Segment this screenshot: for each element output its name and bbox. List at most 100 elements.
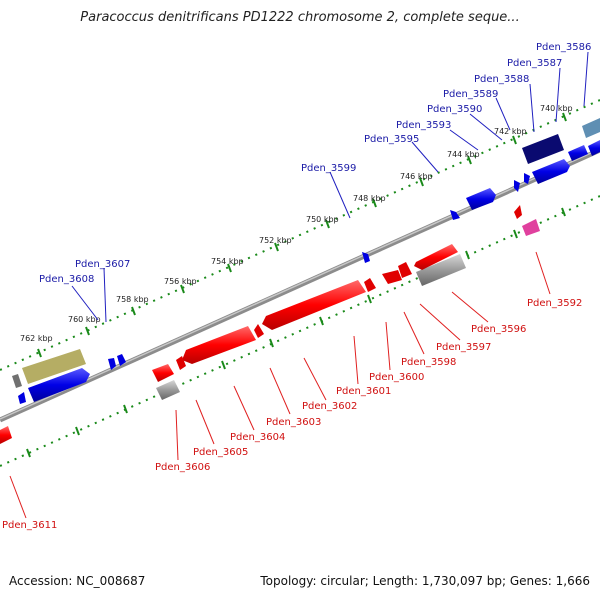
gene-label-reverse[interactable]: Pden_3597 xyxy=(436,342,491,353)
gene-label-forward[interactable]: Pden_3588 xyxy=(474,74,529,85)
rtick-12 xyxy=(26,448,31,458)
leader-3604 xyxy=(233,385,255,431)
forward-leaders xyxy=(71,51,589,323)
gene-label-forward[interactable]: Pden_3587 xyxy=(507,58,562,69)
reverse-tick-track xyxy=(0,195,600,467)
leader-3598 xyxy=(403,311,425,355)
ftick-740 xyxy=(562,112,567,122)
gene-label-reverse[interactable]: Pden_3596 xyxy=(471,324,526,335)
gene-label-forward[interactable]: Pden_3590 xyxy=(427,104,482,115)
gene-3597[interactable] xyxy=(398,262,412,278)
gene-label-reverse[interactable]: Pden_3602 xyxy=(302,401,357,412)
tick-label: 740 kbp xyxy=(540,104,573,113)
backbone xyxy=(0,147,600,423)
gene-label-reverse[interactable]: Pden_3604 xyxy=(230,432,285,443)
rtick-3 xyxy=(465,250,470,260)
reverse-leaders xyxy=(9,251,551,519)
gene-3603[interactable] xyxy=(182,326,256,364)
tick-label: 760 kbp xyxy=(68,315,101,324)
leader-3596 xyxy=(451,291,489,323)
gene-label-reverse[interactable]: Pden_3592 xyxy=(527,298,582,309)
gene-label-forward[interactable]: Pden_3608 xyxy=(39,274,94,285)
ftick-756 xyxy=(180,284,185,294)
gene-label-reverse[interactable]: Pden_3605 xyxy=(193,447,248,458)
leader-3602 xyxy=(303,357,327,401)
gene-3589[interactable] xyxy=(524,173,530,184)
gene-label-reverse[interactable]: Pden_3598 xyxy=(401,357,456,368)
gene-3605[interactable] xyxy=(152,364,174,382)
gene-label-forward[interactable]: Pden_3589 xyxy=(443,89,498,100)
forward-genes xyxy=(12,118,600,404)
leader-3589 xyxy=(495,97,511,131)
gene-fwd-a[interactable] xyxy=(568,145,588,161)
leader-3595 xyxy=(411,141,439,173)
leader-3601 xyxy=(353,335,359,385)
forward-labels: Pden_3586 Pden_3587 Pden_3588 Pden_3589 … xyxy=(39,42,591,285)
gene-3595[interactable] xyxy=(466,188,496,210)
tick-label: 762 kbp xyxy=(20,334,53,343)
gene-3592[interactable] xyxy=(514,205,522,219)
tick-label: 744 kbp xyxy=(447,150,480,159)
tick-label: 746 kbp xyxy=(400,172,433,181)
leader-3586 xyxy=(583,51,589,107)
gene-fwd-long[interactable] xyxy=(28,368,90,402)
gene-rev-pink[interactable] xyxy=(522,219,540,236)
gene-3588[interactable] xyxy=(532,159,570,184)
rtick-8 xyxy=(221,360,226,370)
gene-3586[interactable] xyxy=(582,118,600,138)
ftick-744 xyxy=(467,155,472,165)
gene-label-forward[interactable]: Pden_3595 xyxy=(364,134,419,145)
rtick-10 xyxy=(123,404,128,414)
rtick-6 xyxy=(319,316,324,326)
tick-label: 754 kbp xyxy=(211,257,244,266)
leader-3608 xyxy=(71,285,99,321)
gene-label-forward[interactable]: Pden_3593 xyxy=(396,120,451,131)
gene-3590[interactable] xyxy=(514,180,520,192)
gene-3599[interactable] xyxy=(362,252,370,263)
ftick-760 xyxy=(85,326,90,336)
gene-fwd-b[interactable] xyxy=(588,140,600,156)
gene-fwd-left[interactable] xyxy=(18,392,26,404)
map-title: Paracoccus denitrificans PD1222 chromoso… xyxy=(80,10,520,25)
tick-label: 750 kbp xyxy=(306,215,339,224)
gene-3593[interactable] xyxy=(450,210,460,220)
gene-label-reverse[interactable]: Pden_3600 xyxy=(369,372,424,383)
gene-fwd-olive[interactable] xyxy=(22,349,86,384)
leader-3587 xyxy=(555,67,561,123)
leader-3597 xyxy=(419,303,461,341)
ftick-746 xyxy=(419,177,424,187)
gene-label-forward[interactable]: Pden_3586 xyxy=(536,42,591,53)
gene-label-reverse[interactable]: Pden_3611 xyxy=(2,520,57,531)
leader-3588 xyxy=(529,83,535,133)
gene-label-forward[interactable]: Pden_3599 xyxy=(301,163,356,174)
gene-label-forward[interactable]: Pden_3607 xyxy=(75,259,130,270)
gene-label-reverse[interactable]: Pden_3606 xyxy=(155,462,210,473)
leader-3603 xyxy=(269,367,291,415)
gene-3601[interactable] xyxy=(262,280,366,330)
backbone-highlight xyxy=(0,148,600,420)
gene-3604[interactable] xyxy=(176,356,186,370)
gene-label-reverse[interactable]: Pden_3603 xyxy=(266,417,321,428)
gene-3608[interactable] xyxy=(108,358,116,370)
gene-rev-grey-a[interactable] xyxy=(416,254,466,286)
rtick-7 xyxy=(269,338,274,348)
leader-3593 xyxy=(449,129,479,151)
gene-3598[interactable] xyxy=(382,270,402,284)
leader-3600 xyxy=(385,321,391,371)
gene-3606[interactable] xyxy=(156,380,180,400)
gene-3607[interactable] xyxy=(117,354,126,366)
gene-label-reverse[interactable]: Pden_3601 xyxy=(336,386,391,397)
gene-3602[interactable] xyxy=(254,324,264,338)
gene-3596[interactable] xyxy=(414,244,458,270)
gene-3587-block[interactable] xyxy=(522,134,564,164)
gene-3611[interactable] xyxy=(0,426,12,444)
gene-3600[interactable] xyxy=(364,278,376,292)
rtick-5 xyxy=(367,294,372,304)
reverse-labels: Pden_3592 Pden_3596 Pden_3597 Pden_3598 … xyxy=(2,298,582,531)
gene-fwd-grey[interactable] xyxy=(12,374,22,388)
ftick-750 xyxy=(325,219,330,229)
tick-labels: 740 kbp 742 kbp 744 kbp 746 kbp 748 kbp … xyxy=(20,104,573,343)
ftick-762 xyxy=(37,348,42,358)
leader-3611 xyxy=(9,475,27,519)
